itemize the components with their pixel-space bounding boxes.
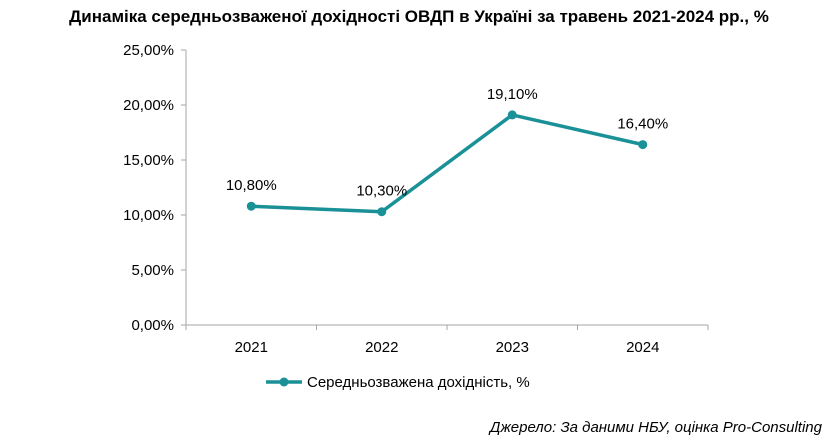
x-tick-label: 2024: [626, 339, 659, 356]
data-label: 19,10%: [487, 86, 538, 103]
data-point: [507, 110, 517, 120]
data-point: [246, 201, 256, 211]
y-tick-label: 0,00%: [131, 317, 174, 334]
data-label: 16,40%: [617, 116, 668, 133]
source-note: Джерело: За даними НБУ, оцінка Pro-Consu…: [489, 419, 822, 436]
x-tick-label: 2021: [235, 339, 268, 356]
x-tick-label: 2023: [496, 339, 529, 356]
y-tick-label: 10,00%: [123, 207, 174, 224]
chart-title: Динаміка середньозваженої дохідності ОВД…: [69, 7, 769, 26]
y-tick-label: 20,00%: [123, 97, 174, 114]
legend-marker: [279, 377, 289, 387]
data-label: 10,80%: [226, 177, 277, 194]
data-point: [638, 140, 648, 150]
legend: Середньозважена дохідність, %: [266, 374, 530, 391]
y-tick-label: 25,00%: [123, 42, 174, 59]
x-axis-ticks: 2021 2022 2023 2024: [185, 325, 709, 356]
x-tick-label: 2022: [365, 339, 398, 356]
legend-label: Середньозважена дохідність, %: [307, 374, 530, 391]
series: 10,80% 10,30% 19,10% 16,40%: [226, 86, 668, 217]
y-tick-label: 5,00%: [131, 262, 174, 279]
series-line: [251, 113, 644, 214]
y-tick-label: 15,00%: [123, 152, 174, 169]
y-axis-ticks: 0,00% 5,00% 10,00% 15,00% 20,00% 25,00%: [123, 42, 186, 334]
data-label: 10,30%: [356, 183, 407, 200]
data-point: [377, 207, 387, 217]
